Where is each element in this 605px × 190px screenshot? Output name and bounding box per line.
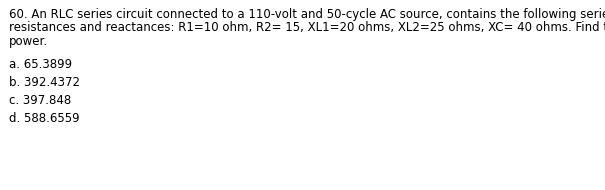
Text: 60. An RLC series circuit connected to a 110-volt and 50-cycle AC source, contai: 60. An RLC series circuit connected to a…: [9, 8, 605, 21]
Text: resistances and reactances: R1=10 ohm, R2= 15, XL1=20 ohms, XL2=25 ohms, XC= 40 : resistances and reactances: R1=10 ohm, R…: [9, 21, 605, 35]
Text: c. 397.848: c. 397.848: [9, 94, 71, 108]
Text: b. 392.4372: b. 392.4372: [9, 77, 80, 89]
Text: d. 588.6559: d. 588.6559: [9, 112, 80, 126]
Text: a. 65.3899: a. 65.3899: [9, 59, 72, 71]
Text: power.: power.: [9, 35, 48, 48]
